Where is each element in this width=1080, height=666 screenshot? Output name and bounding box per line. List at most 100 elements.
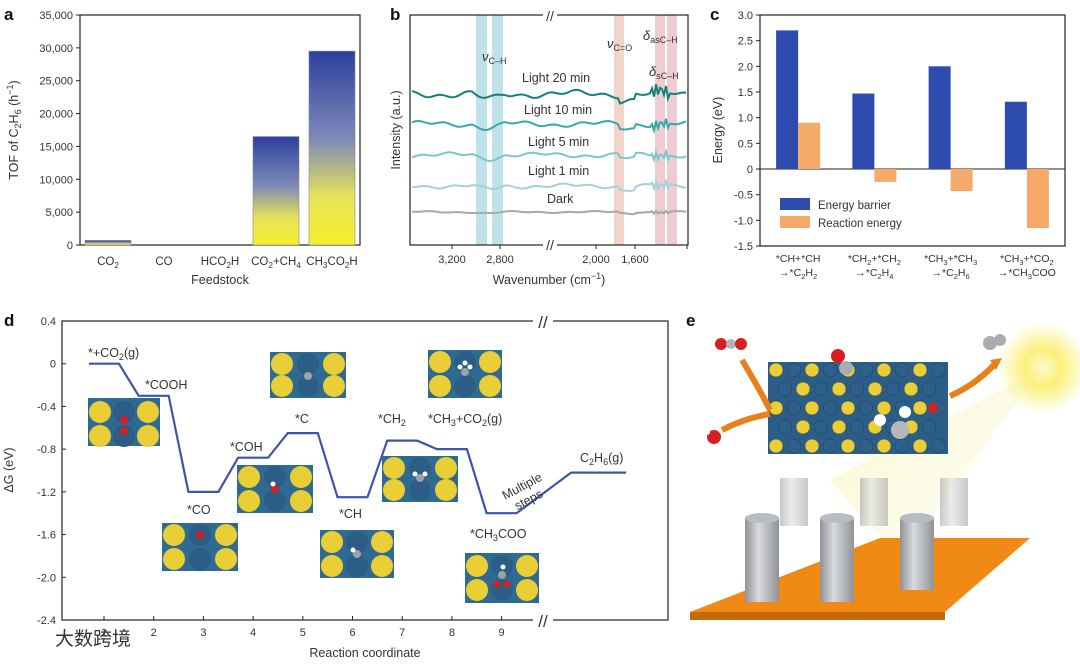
co2-molecule-icon	[715, 338, 727, 350]
nanotube-array	[745, 478, 968, 602]
bar-reaction-2	[874, 169, 897, 182]
panel-c-x-ticks: *CH+*CH→*C2H2*CH2+*CH2→*C2H4*CH3+*CH3→*C…	[776, 253, 1056, 281]
arrow-out	[948, 361, 998, 399]
panel-b-break-bottom: //	[546, 237, 554, 253]
state-label-coh: *COH	[230, 440, 263, 454]
panel-b-break-top-mask	[543, 8, 557, 22]
d-xtick-label: 9	[499, 627, 505, 639]
panel-d: d // // 0.4 0 -0.4 -0.8 -1.2 -1.6 -2.0 -2.4 1 2 3…	[2, 311, 669, 660]
d-xtick-label: 1	[101, 627, 107, 639]
panel-d-break-top-mask	[533, 314, 553, 328]
panel-a: a 0 5,000 10,000 15,000 20,000 25,000 30,000 35…	[4, 5, 361, 287]
legend-label-barrier: Energy barrier	[818, 200, 891, 212]
series-label-5: Light 5 min	[528, 135, 589, 149]
panel-a-y-ticks: 0 5,000 10,000 15,000 20,000 25,000 30,000 35,0…	[39, 10, 80, 252]
d-xtick-label: 7	[399, 627, 405, 639]
spectrum-light-5-min	[411, 148, 687, 164]
a-ytick-label: 25,000	[39, 76, 73, 88]
panel-c-label: c	[710, 5, 719, 24]
a-xtick-label: CH3CO2H	[306, 256, 357, 270]
surface-snapshot-coh	[237, 465, 313, 513]
a-ytick-label: 20,000	[39, 109, 73, 121]
panel-b-break-bottom-mask	[543, 238, 557, 252]
panel-c-bars	[776, 30, 1049, 229]
state-label-ch2: *CH2	[378, 412, 406, 428]
c-ytick-label: 2.5	[738, 36, 753, 48]
panel-d-y-ticks: 0.4 0 -0.4 -0.8 -1.2 -1.6 -2.0 -2.4	[37, 316, 66, 627]
d-ytick-label: -1.2	[37, 487, 56, 499]
state-label-start: *+CO2(g)	[88, 346, 139, 362]
bar-barrier-1	[776, 30, 799, 170]
a-ytick-label: 5,000	[45, 207, 73, 219]
bar-co2	[84, 240, 132, 246]
spectrum-light-1-min	[411, 177, 687, 192]
bar-barrier-3	[928, 66, 951, 169]
panel-d-ylabel: ΔG (eV)	[2, 447, 16, 492]
c-xtick-label-line2: →*C2H4	[855, 267, 893, 281]
state-label-c: *C	[295, 412, 309, 426]
band-ds	[667, 15, 677, 245]
bar-barrier-4	[1004, 101, 1027, 169]
bar-reaction-1	[798, 122, 821, 169]
c-ytick-label: 3.0	[738, 10, 753, 22]
panel-d-axes	[61, 320, 669, 621]
c-ytick-label: 2.0	[738, 61, 753, 73]
d-ytick-label: 0	[50, 359, 56, 371]
panel-a-bars	[84, 50, 356, 246]
c-ytick-label: -1.0	[734, 215, 753, 227]
c-xtick-label-line2: →*CH3COO	[998, 267, 1056, 281]
panel-a-xlabel: Feedstock	[191, 273, 249, 287]
surface-snapshot-co	[162, 523, 238, 571]
d-xtick-label: 8	[449, 627, 455, 639]
free-energy-profile	[89, 362, 627, 515]
catalyst-surface-zoom	[768, 362, 948, 454]
c-ytick-label: -0.5	[734, 190, 753, 202]
surface-snapshot-cooh	[88, 398, 160, 447]
d-ytick-label: -1.6	[37, 530, 56, 542]
panel-b-axes	[409, 14, 689, 246]
bar-reaction-4	[1026, 169, 1049, 229]
series-label-dark: Dark	[547, 192, 574, 206]
a-xtick-label: CO2	[97, 256, 119, 270]
c-ytick-label: -1.5	[734, 241, 753, 253]
watermark-text: 大数跨境	[55, 628, 131, 650]
c-xtick-label-line1: *CH3+*CH3	[924, 253, 977, 267]
substrate-edge	[690, 612, 945, 620]
panel-b: b // // 3,200 2,800 2,000 1,600 νC–H νC=O δ…	[389, 5, 689, 287]
c-ytick-label: 0	[747, 164, 753, 176]
c-xtick-label-line1: *CH3+*CO2	[1000, 253, 1054, 267]
state-label-c2h6: C2H6(g)	[580, 451, 623, 467]
legend-swatch-barrier	[780, 198, 810, 210]
spectrum-light-20-min	[411, 84, 687, 105]
surface-snapshot-ch2	[382, 456, 458, 502]
state-label-ch3coo: *CH3COO	[470, 527, 527, 543]
c-xtick-label-line1: *CH+*CH	[776, 253, 821, 265]
state-label-ch: *CH	[339, 507, 362, 521]
panel-b-x-ticks: 3,200 2,800 2,000 1,600	[438, 245, 688, 266]
d-ytick-label: -2.4	[37, 615, 56, 627]
a-xtick-label: CO	[155, 256, 172, 268]
panel-b-ylabel: Intensity (a.u.)	[389, 90, 403, 169]
d-xtick-label: 6	[349, 627, 355, 639]
a-ytick-label: 10,000	[39, 174, 73, 186]
surface-snapshot-ch	[320, 530, 394, 578]
series-label-1: Light 1 min	[528, 164, 589, 178]
d-xtick-label: 3	[200, 627, 206, 639]
a-xtick-label: CO2+CH4	[251, 256, 301, 270]
b-xtick-label: 1,600	[621, 254, 649, 266]
band-ch-2	[492, 15, 503, 245]
series-label-20: Light 20 min	[522, 71, 590, 85]
d-xtick-label: 4	[250, 627, 256, 639]
a-ytick-label: 0	[67, 240, 73, 252]
panel-b-spectra	[411, 84, 687, 216]
panel-e-label: e	[686, 311, 695, 330]
panel-a-ylabel: TOF of C2H6 (h−1)	[5, 80, 23, 179]
panel-b-label: b	[390, 5, 400, 24]
panel-e: e	[686, 311, 1080, 620]
orange-substrate	[690, 538, 1030, 612]
d-ytick-label: -0.8	[37, 444, 56, 456]
d-xtick-label: 2	[151, 627, 157, 639]
surface-snapshot-ch3coo	[465, 553, 539, 603]
b-xtick-label: 2,800	[486, 254, 514, 266]
